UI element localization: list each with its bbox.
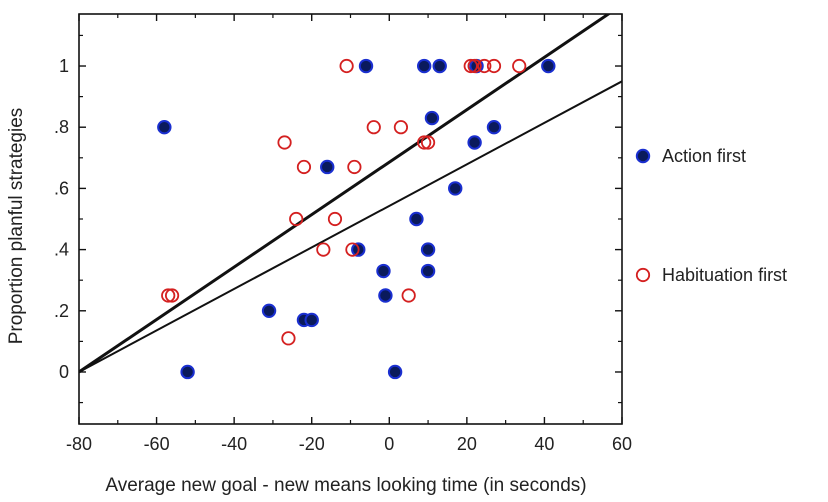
x-axis-title: Average new goal - new means looking tim… (105, 475, 586, 496)
habituation-first-point (296, 159, 312, 175)
x-tick-label: 60 (612, 434, 632, 454)
habituation-first-point (327, 211, 343, 227)
action-first-point (416, 58, 432, 74)
habituation-first-point (281, 331, 296, 346)
x-tick-label: -20 (299, 434, 325, 454)
x-tick-label: -80 (66, 434, 92, 454)
action-first-point (467, 135, 482, 150)
action-first-point (420, 263, 436, 279)
habituation-first-point (467, 58, 482, 74)
action-first-point (486, 120, 502, 135)
y-tick-label: .8 (54, 117, 69, 137)
habituation-first-point (486, 58, 502, 74)
habituation-first-point (393, 120, 409, 135)
habituation-first-point (477, 58, 492, 74)
action-first-point (304, 312, 319, 328)
legend-action-first-marker (635, 148, 651, 164)
action-first-point (541, 58, 556, 74)
action-first-point (409, 211, 424, 227)
habituation-first-point (316, 242, 331, 257)
habituation-first-point (401, 288, 416, 303)
x-tick-label: 20 (457, 434, 477, 454)
habituation-first-point (347, 159, 362, 175)
habituation-first-point (164, 288, 180, 303)
habituation-first-point (339, 58, 354, 74)
y-axis-title: Proportion planful strategies (6, 108, 27, 345)
habituation-first-point (420, 135, 436, 150)
x-tick-label: 0 (384, 434, 394, 454)
plot-frame (78, 13, 623, 425)
action-first-point (448, 181, 463, 196)
x-tick-label: 40 (534, 434, 554, 454)
y-tick-label: .2 (54, 301, 69, 321)
action-first-point (378, 288, 393, 303)
action-first-point (387, 364, 403, 380)
habituation-first-point (417, 135, 432, 150)
habituation-first-point (289, 211, 304, 227)
action-first-point (320, 159, 335, 175)
x-tick-label: -40 (221, 434, 247, 454)
legend-action-first-label: Action first (662, 146, 746, 166)
action-first-point (424, 110, 440, 126)
x-tick-label: -60 (144, 434, 170, 454)
fit-line (79, 14, 612, 374)
action-first-point (432, 58, 447, 74)
habituation-first-point (366, 120, 381, 135)
data-points (157, 58, 556, 380)
legend-habituation-first-marker (635, 267, 651, 283)
y-tick-label: 0 (59, 362, 69, 382)
habituation-first-point (161, 288, 176, 303)
action-first-point (261, 303, 277, 318)
habituation-first-point (345, 242, 360, 257)
action-first-point (358, 58, 374, 74)
habituation-first-point (277, 135, 292, 150)
fit-lines (79, 14, 622, 374)
habituation-first-point (512, 58, 527, 74)
fit-line (79, 80, 622, 373)
legend-habituation-first-label: Habituation first (662, 265, 787, 285)
action-first-point (420, 242, 436, 257)
legend: Action first Habituation first (635, 146, 787, 285)
y-tick-label: 1 (59, 56, 69, 76)
action-first-point (376, 263, 391, 279)
habituation-first-point (463, 58, 478, 74)
axes: -80 -60 -40 -20 0 20 40 60 0 .2 .4 .6 .8 1 (54, 13, 632, 454)
y-tick-label: .4 (54, 240, 69, 260)
action-first-point (157, 120, 172, 135)
y-tick-label: .6 (54, 178, 69, 198)
action-first-point (180, 364, 195, 380)
